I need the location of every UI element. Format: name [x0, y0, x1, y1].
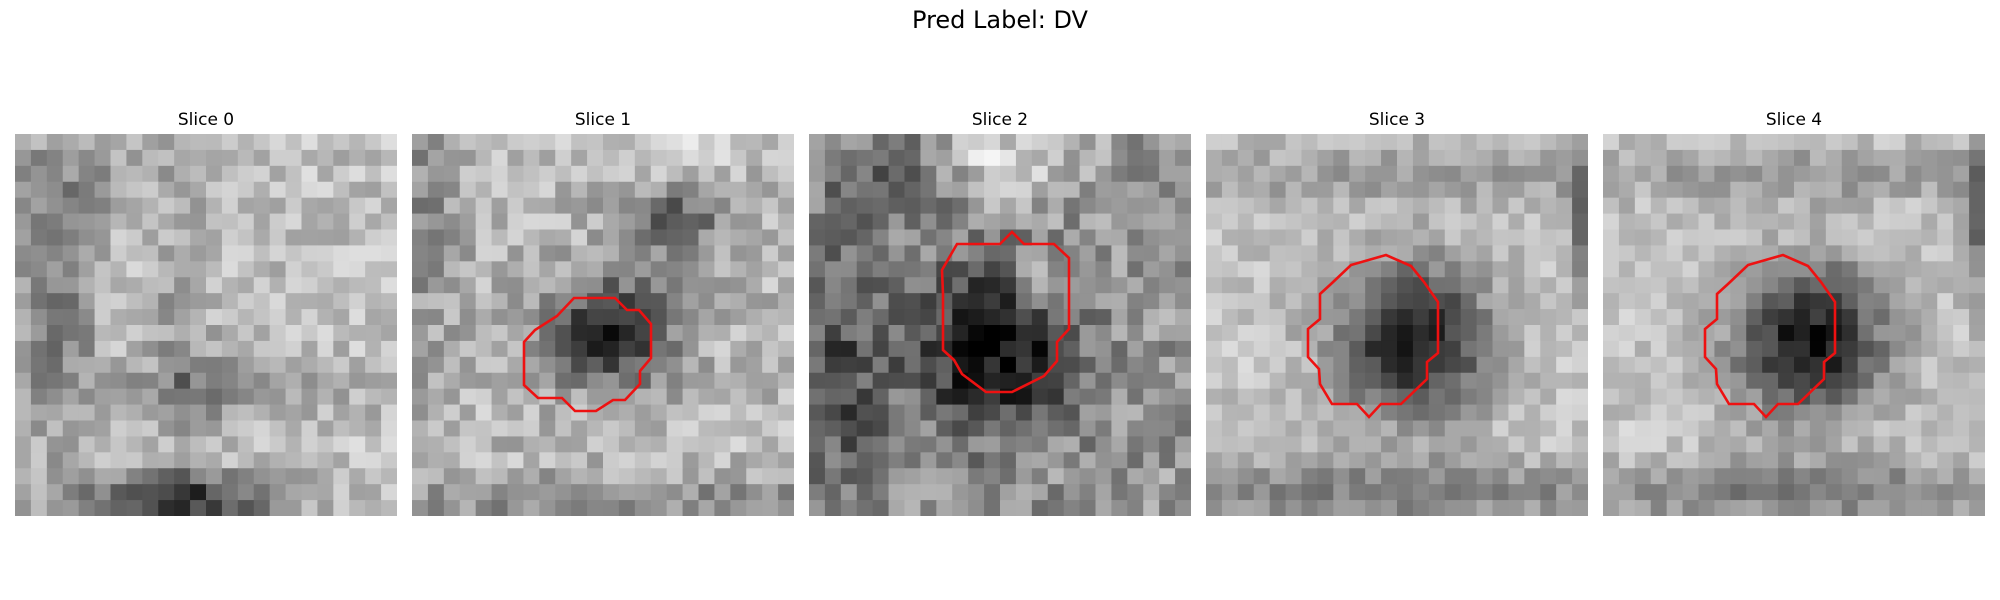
slice-image-2: [809, 134, 1191, 516]
pixel-grid: [1206, 134, 1588, 516]
slice-panel-2: Slice 2: [809, 108, 1191, 524]
pixel-grid: [15, 134, 397, 516]
segmentation-contour: [1306, 253, 1440, 419]
slice-title-2: Slice 2: [971, 110, 1029, 130]
slice-panel-1: Slice 1: [412, 108, 794, 524]
pixel-grid: [1603, 134, 1985, 516]
slice-title-3: Slice 3: [1368, 110, 1426, 130]
slice-image-4: [1603, 134, 1985, 516]
slice-image-3: [1206, 134, 1588, 516]
slice-panel-0: Slice 0: [15, 108, 397, 524]
slice-panel-3: Slice 3: [1206, 108, 1588, 524]
pixel-grid: [412, 134, 794, 516]
slice-image-0: [15, 134, 397, 516]
slice-title-1: Slice 1: [574, 110, 632, 130]
segmentation-contour: [1703, 253, 1837, 419]
pixel-grid: [809, 134, 1191, 516]
slice-title-4: Slice 4: [1765, 110, 1823, 130]
segmentation-contour: [940, 230, 1071, 394]
figure-title: Pred Label: DV: [912, 6, 1088, 34]
slice-image-1: [412, 134, 794, 516]
slice-title-0: Slice 0: [177, 110, 235, 130]
slice-panel-4: Slice 4: [1603, 108, 1985, 524]
segmentation-contour: [522, 296, 653, 413]
